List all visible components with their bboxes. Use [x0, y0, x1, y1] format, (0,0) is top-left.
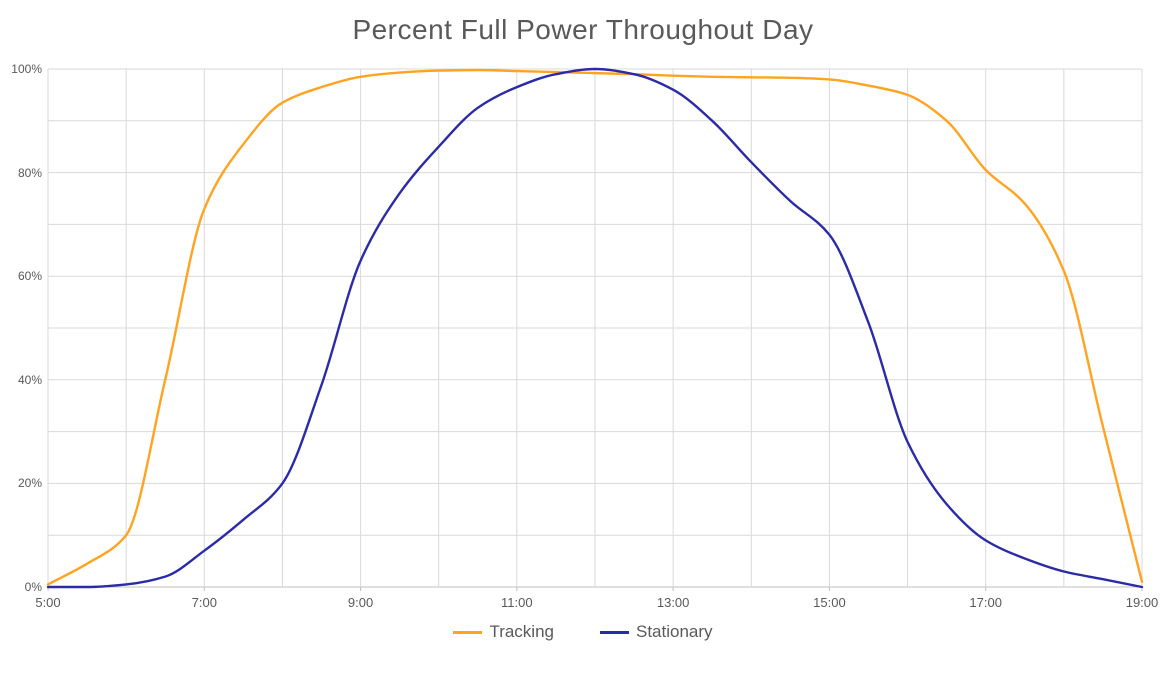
legend-label-stationary: Stationary [636, 622, 713, 641]
y-axis-tick-label: 100% [11, 62, 42, 76]
legend: Tracking Stationary [0, 622, 1166, 642]
legend-item-stationary: Stationary [600, 622, 713, 642]
x-axis-tick-label: 13:00 [656, 595, 690, 610]
x-axis-tick-label: 19:00 [1125, 595, 1159, 610]
tracking-line-swatch [453, 630, 483, 634]
y-axis-tick-label: 20% [17, 476, 42, 491]
x-axis-tick-label: 17:00 [969, 595, 1002, 610]
tracking-series-line [46, 68, 1144, 586]
y-axis-tick-label: 60% [17, 269, 42, 284]
stationary-series-line [46, 67, 1144, 589]
y-axis-tick-label: 40% [17, 372, 42, 387]
x-axis-tick-label: 15:00 [813, 595, 846, 610]
chart-title: Percent Full Power Throughout Day [352, 14, 814, 45]
x-axis-tick-label: 11:00 [501, 595, 533, 610]
y-axis-tick-label: 0% [24, 580, 42, 594]
legend-label-tracking: Tracking [489, 622, 554, 641]
x-axis-tick-label: 9:00 [347, 595, 374, 610]
x-axis-tick-label: 5:00 [35, 595, 61, 610]
legend-item-tracking: Tracking [453, 622, 554, 642]
x-axis-tick-label: 7:00 [191, 595, 217, 610]
y-axis-tick-label: 80% [17, 165, 42, 180]
stationary-line-swatch [600, 630, 629, 634]
